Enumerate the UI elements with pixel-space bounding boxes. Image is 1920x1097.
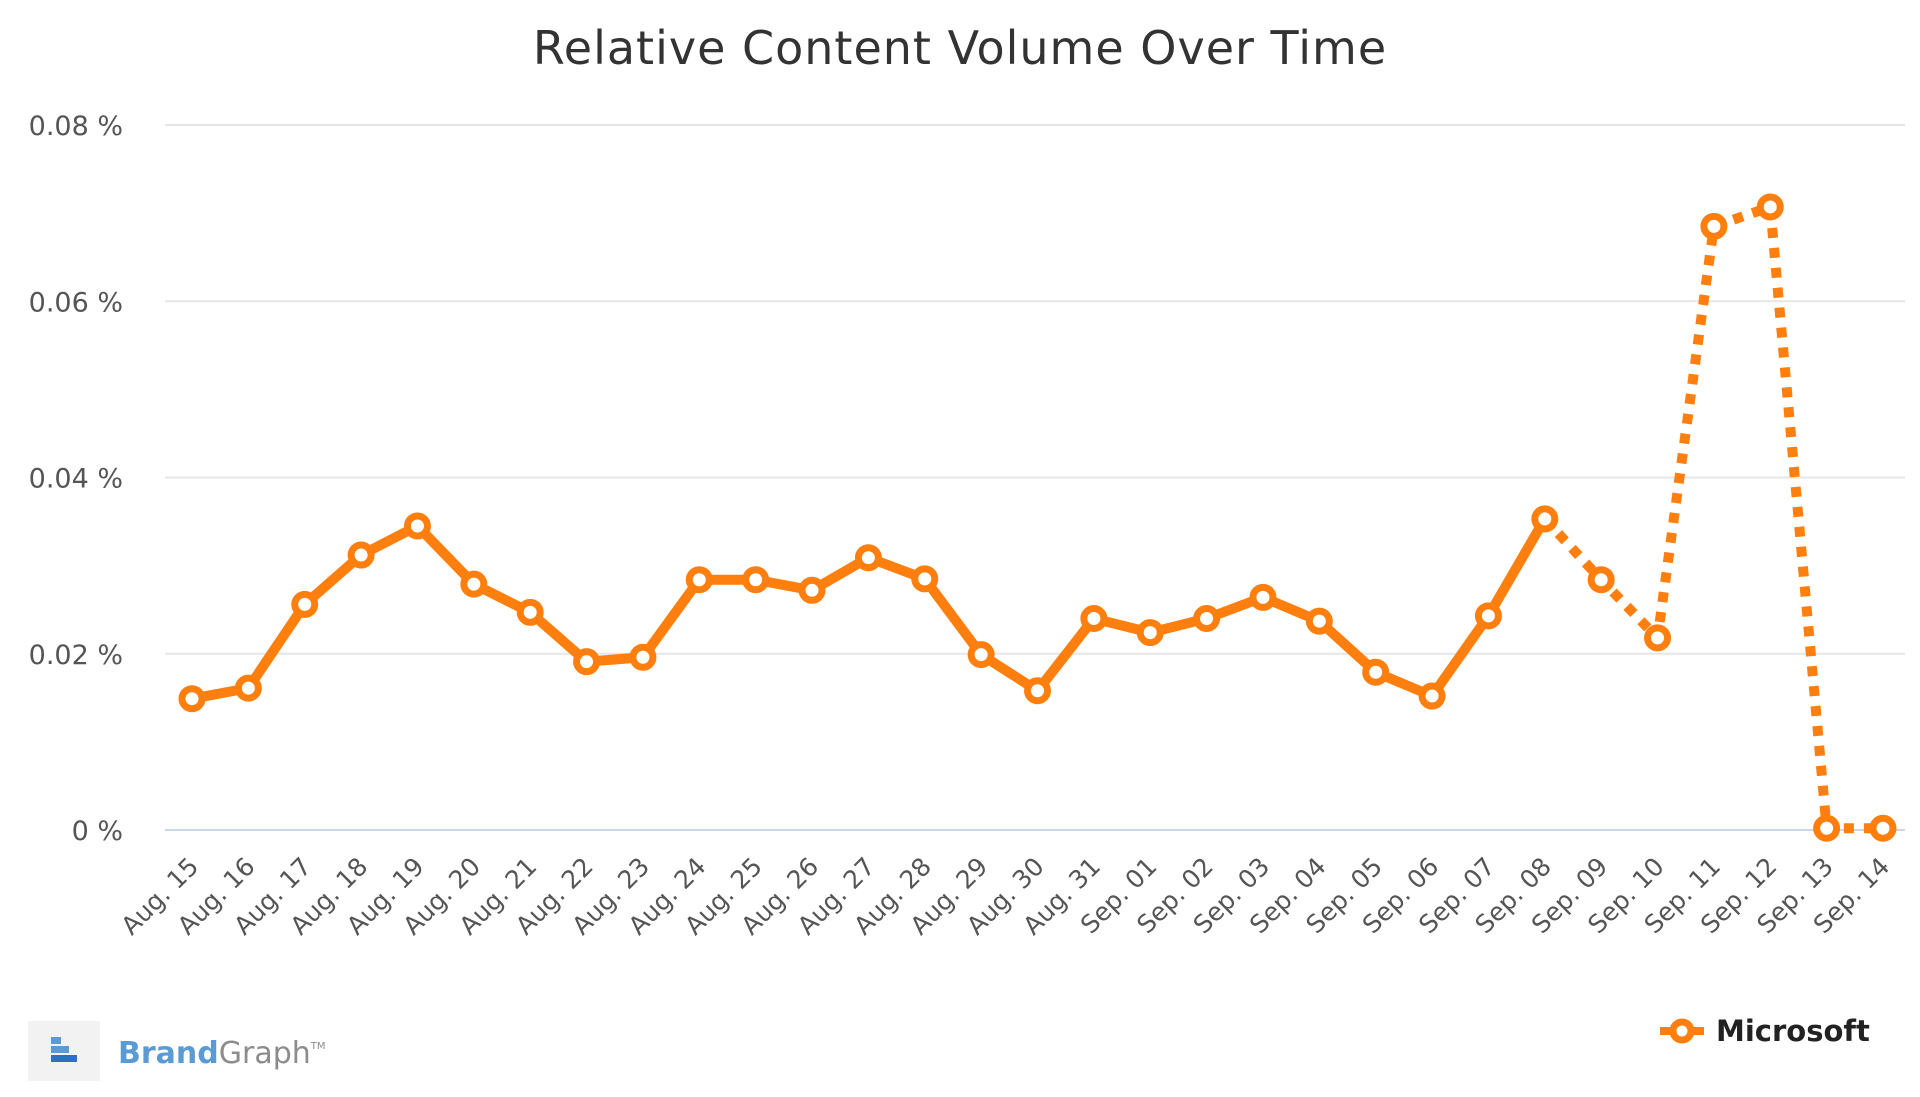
data-point[interactable] <box>1644 624 1672 652</box>
y-tick-label: 0.08 % <box>29 111 123 142</box>
series-markers <box>178 193 1897 842</box>
y-axis-tick-labels: 0 % 0.02 % 0.04 % 0.06 % 0.08 % <box>29 111 123 847</box>
y-tick-label: 0.06 % <box>29 287 123 318</box>
data-point[interactable] <box>403 512 431 540</box>
data-point[interactable] <box>1249 583 1277 611</box>
data-point[interactable] <box>1700 212 1728 240</box>
data-point[interactable] <box>178 685 206 713</box>
data-point[interactable] <box>1362 658 1390 686</box>
series-microsoft <box>187 200 1883 834</box>
data-point[interactable] <box>1587 566 1615 594</box>
data-point[interactable] <box>1474 602 1502 630</box>
svg-text:BrandGraphTM: BrandGraphTM <box>118 1036 326 1071</box>
legend[interactable]: Microsoft <box>1660 1014 1870 1048</box>
data-point[interactable] <box>573 648 601 676</box>
data-point[interactable] <box>291 590 319 618</box>
data-point[interactable] <box>1305 607 1333 635</box>
data-point[interactable] <box>234 674 262 702</box>
data-point[interactable] <box>1024 677 1051 705</box>
data-point[interactable] <box>1531 505 1559 533</box>
y-tick-label: 0.04 % <box>29 464 123 495</box>
data-point[interactable] <box>1418 682 1446 710</box>
data-point[interactable] <box>1136 619 1164 647</box>
legend-label-microsoft: Microsoft <box>1716 1014 1870 1048</box>
data-point[interactable] <box>685 566 713 594</box>
legend-marker-swatch <box>1669 1018 1695 1044</box>
series-line-dashed <box>1541 200 1883 834</box>
brandgraph-logo: BrandGraphTM <box>28 1021 326 1081</box>
data-point[interactable] <box>1869 814 1897 842</box>
grid-lines <box>165 124 1905 831</box>
data-point[interactable] <box>798 576 826 604</box>
brand-name-graph: Graph <box>219 1036 311 1071</box>
y-tick-label: 0 % <box>72 816 123 847</box>
data-point[interactable] <box>1080 605 1108 632</box>
data-point[interactable] <box>629 643 657 671</box>
y-tick-label: 0.02 % <box>29 640 123 671</box>
brand-trademark: TM <box>310 1041 326 1052</box>
data-point[interactable] <box>460 570 488 598</box>
data-point[interactable] <box>854 544 882 572</box>
data-point[interactable] <box>742 566 770 594</box>
data-point[interactable] <box>967 641 995 669</box>
data-point[interactable] <box>911 565 939 593</box>
chart-title: Relative Content Volume Over Time <box>533 21 1387 75</box>
data-point[interactable] <box>347 541 375 569</box>
brandgraph-logo-icon <box>28 1021 100 1081</box>
data-point[interactable] <box>1193 605 1221 632</box>
data-point[interactable] <box>1813 814 1841 842</box>
brand-name-brand: Brand <box>118 1036 219 1071</box>
data-point[interactable] <box>1756 193 1784 221</box>
data-point[interactable] <box>516 598 544 626</box>
